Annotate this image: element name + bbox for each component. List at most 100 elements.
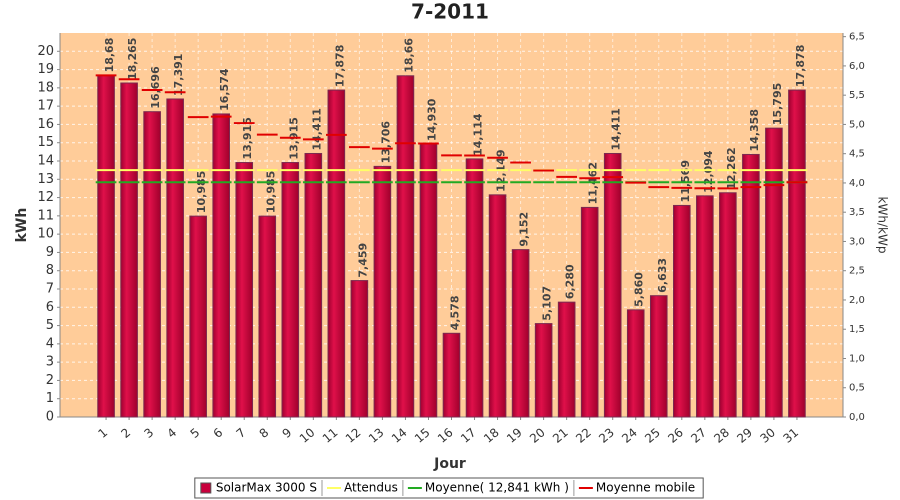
x-tick-label: 15 xyxy=(412,425,433,446)
bar xyxy=(212,113,230,418)
y-tick-label: 20 xyxy=(37,44,54,59)
bar xyxy=(419,143,438,418)
bar xyxy=(696,195,714,418)
bar-edge xyxy=(166,98,184,418)
x-tick-label: 25 xyxy=(642,425,663,446)
bar xyxy=(742,154,760,418)
value-label: 5,107 xyxy=(541,286,554,321)
y-tick-label: 15 xyxy=(37,135,54,150)
y-tick-label: 8 xyxy=(46,263,54,278)
x-tick-label: 8 xyxy=(257,425,272,441)
bar-edge xyxy=(603,152,622,418)
y2-axis-title: kWh/kWp xyxy=(876,197,890,254)
bar-edge xyxy=(765,127,783,418)
value-label: 14,411 xyxy=(310,108,323,150)
bar-edge xyxy=(488,194,507,418)
value-label: 4,578 xyxy=(449,295,462,330)
bar-edge xyxy=(626,309,645,418)
x-tick-label: 30 xyxy=(757,425,778,446)
bar xyxy=(650,295,668,418)
value-label: 17,391 xyxy=(172,54,185,96)
bar xyxy=(535,323,553,418)
y-tick-label: 3 xyxy=(46,355,54,370)
bar xyxy=(558,301,576,418)
y-tick-label: 19 xyxy=(37,62,54,77)
x-tick-label: 31 xyxy=(780,425,801,446)
bar-edge xyxy=(649,295,668,418)
bar-edge xyxy=(696,195,714,418)
y2-tick-label: 1,0 xyxy=(849,353,865,364)
value-label: 13,706 xyxy=(379,121,392,164)
bar xyxy=(465,158,484,418)
bar-edge xyxy=(742,153,760,418)
y-tick-label: 1 xyxy=(46,391,54,406)
legend-item: Moyenne( 12,841 kWh ) xyxy=(407,480,575,496)
x-tick-label: 7 xyxy=(234,425,249,441)
bar xyxy=(327,89,345,418)
bar-edge xyxy=(373,165,392,418)
bar-edge xyxy=(788,89,806,418)
x-tick-label: 12 xyxy=(343,425,364,446)
legend-label: Moyenne( 12,841 kWh ) xyxy=(425,481,569,495)
bar xyxy=(489,194,507,418)
y-tick-label: 14 xyxy=(37,154,54,169)
x-tick-label: 18 xyxy=(481,425,502,446)
value-label: 17,878 xyxy=(794,45,807,87)
value-label: 5,860 xyxy=(633,272,646,307)
bar-edge xyxy=(557,301,576,418)
value-label: 17,878 xyxy=(333,45,346,87)
y-tick-label: 17 xyxy=(37,99,54,114)
value-label: 14,114 xyxy=(472,113,485,156)
bar-edge xyxy=(212,113,230,418)
bar xyxy=(396,75,414,418)
bar xyxy=(97,75,115,418)
x-tick-label: 5 xyxy=(188,425,203,441)
bar xyxy=(442,333,461,418)
y2-tick-label: 3,0 xyxy=(849,236,865,247)
legend-item: SolarMax 3000 S xyxy=(200,480,323,496)
y2-tick-label: 6,5 xyxy=(849,32,865,43)
y-tick-label: 18 xyxy=(37,80,54,95)
value-label: 6,633 xyxy=(656,258,669,293)
y2-tick-label: 6,0 xyxy=(849,61,865,72)
y-tick-label: 6 xyxy=(46,300,54,315)
value-label: 15,795 xyxy=(771,83,784,125)
value-label: 14,358 xyxy=(748,109,761,151)
y-tick-label: 12 xyxy=(37,190,54,205)
bar xyxy=(350,280,368,418)
x-tick-label: 17 xyxy=(458,425,479,446)
y2-tick-label: 5,0 xyxy=(849,119,865,130)
y-tick-label: 9 xyxy=(46,245,54,260)
value-label: 18,265 xyxy=(126,38,139,80)
value-label: 12,262 xyxy=(725,147,738,189)
x-tick-label: 24 xyxy=(619,425,640,446)
x-tick-label: 29 xyxy=(734,425,755,446)
legend-label: Attendus xyxy=(344,481,398,495)
value-label: 10,985 xyxy=(195,171,208,213)
bar xyxy=(788,89,806,418)
value-label: 18,68 xyxy=(103,38,116,73)
bar-edge xyxy=(350,280,369,418)
bar xyxy=(143,111,161,418)
bar xyxy=(304,153,322,418)
y-tick-label: 2 xyxy=(46,373,54,388)
y-tick-label: 7 xyxy=(46,282,54,297)
bar xyxy=(189,215,207,418)
x-tick-label: 23 xyxy=(596,425,617,446)
y2-tick-label: 4,0 xyxy=(849,178,865,189)
y-tick-label: 11 xyxy=(37,208,54,223)
bar-edge xyxy=(673,204,691,418)
bar xyxy=(719,192,737,418)
value-label: 14,930 xyxy=(425,98,438,141)
bar-edge xyxy=(442,332,461,418)
x-tick-label: 14 xyxy=(389,425,410,446)
y2-tick-label: 3,5 xyxy=(849,207,865,218)
x-axis-title: Jour xyxy=(433,456,466,472)
bar-edge xyxy=(143,111,161,418)
y2-tick-label: 0,5 xyxy=(849,383,865,394)
legend-label: SolarMax 3000 S xyxy=(216,481,317,495)
x-tick-label: 21 xyxy=(550,425,571,446)
bar xyxy=(373,166,391,418)
bar-edge xyxy=(120,82,138,418)
value-label: 7,459 xyxy=(356,243,369,278)
